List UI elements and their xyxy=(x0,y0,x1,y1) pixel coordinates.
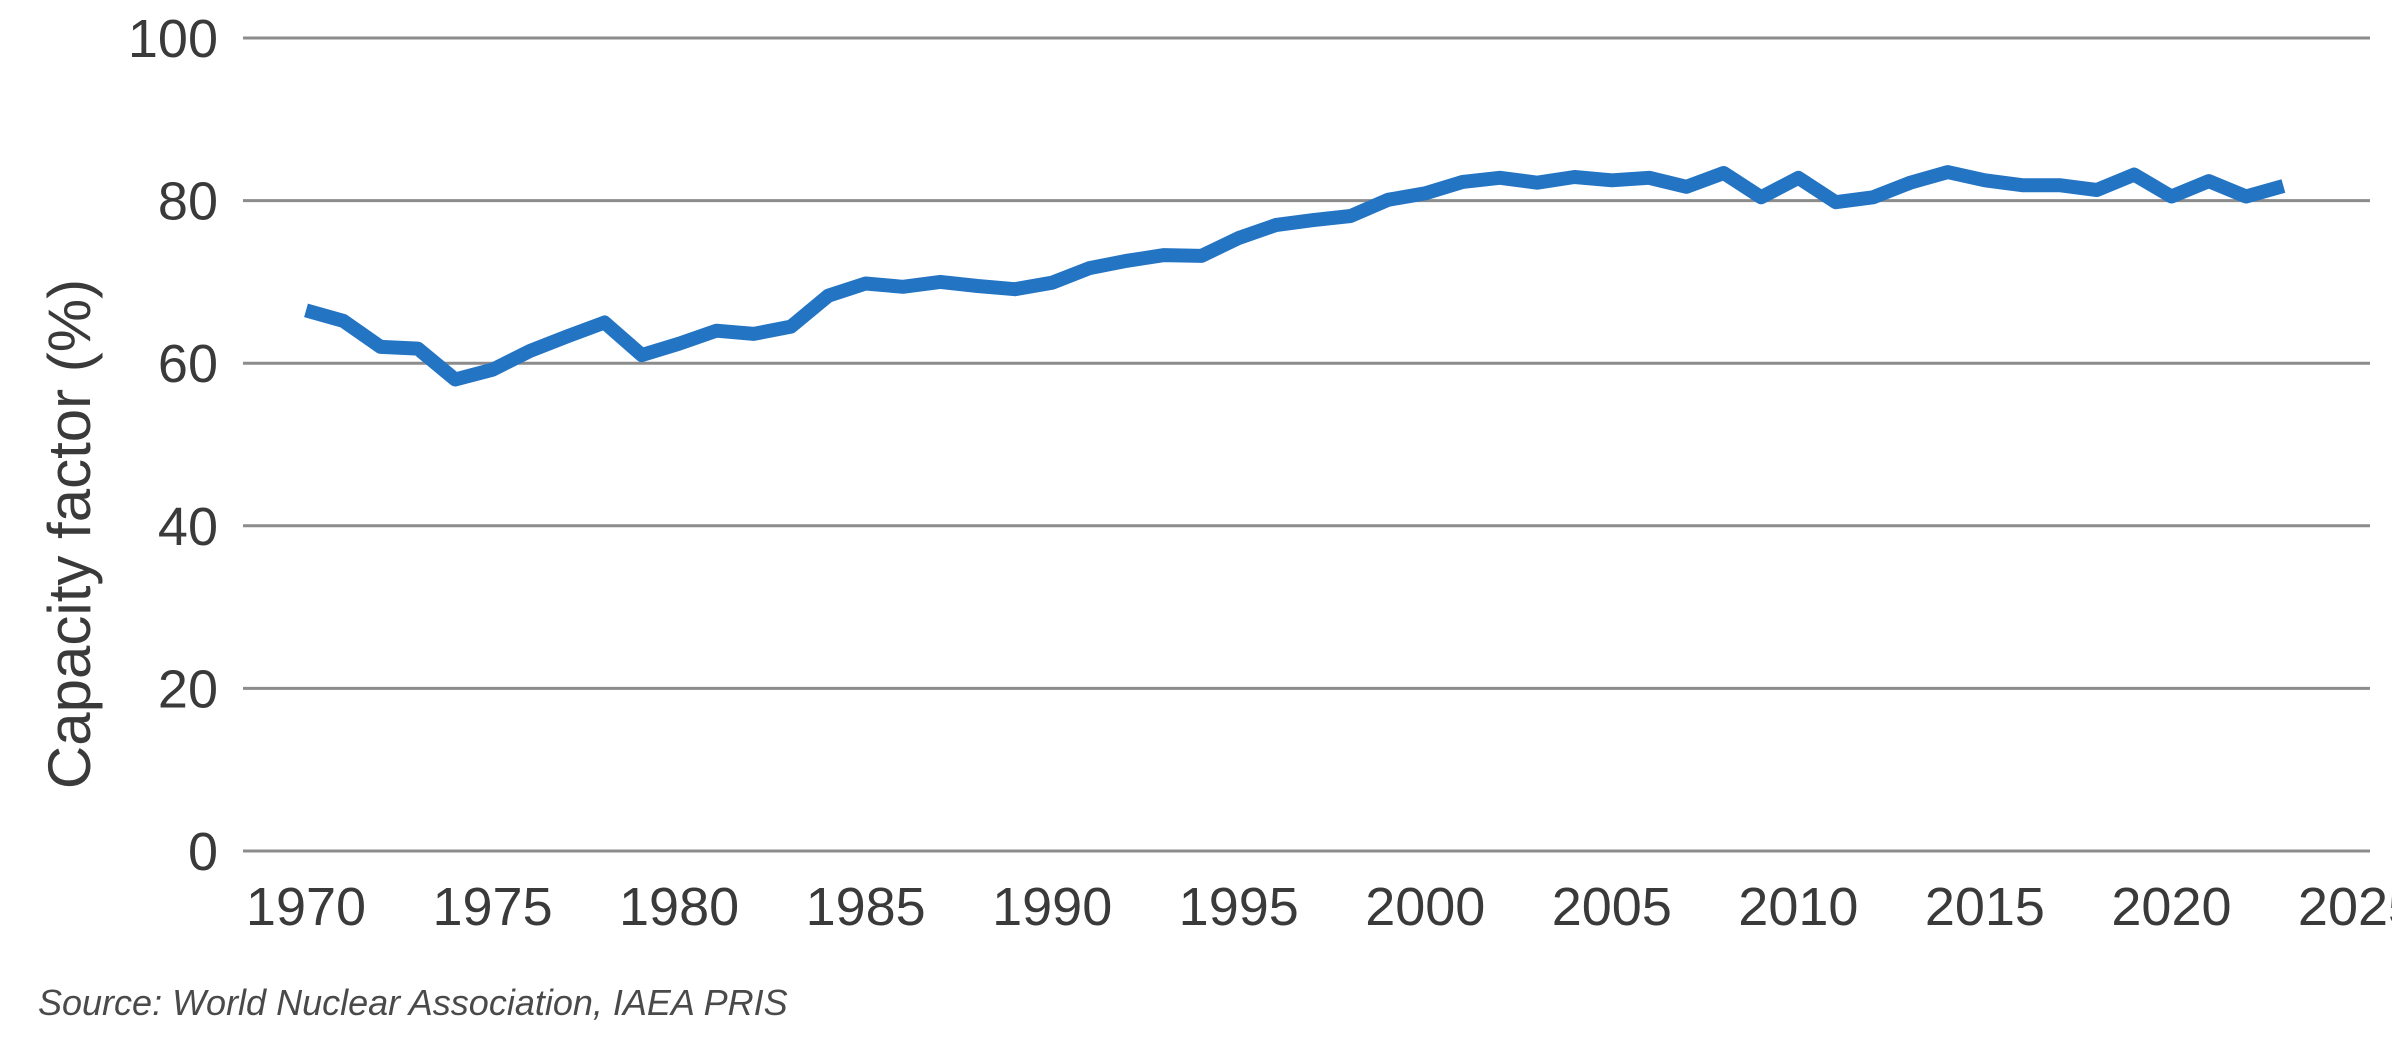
x-tick-label: 2000 xyxy=(1365,877,1485,937)
x-tick-label: 1970 xyxy=(246,877,366,937)
x-tick-label: 1990 xyxy=(992,877,1112,937)
x-tick-label: 2015 xyxy=(1925,877,2045,937)
y-tick-label: 60 xyxy=(158,334,218,394)
x-tick-label: 2020 xyxy=(2111,877,2231,937)
y-tick-label: 40 xyxy=(158,497,218,557)
x-tick-label: 1985 xyxy=(806,877,926,937)
x-tick-label: 2010 xyxy=(1738,877,1858,937)
y-tick-label: 0 xyxy=(188,822,218,882)
x-tick-label: 1980 xyxy=(619,877,739,937)
y-tick-label: 20 xyxy=(158,659,218,719)
y-axis-title: Capacity factor (%) xyxy=(36,279,103,789)
x-tick-label: 2005 xyxy=(1552,877,1672,937)
y-axis-ticks: 0 20 40 60 80 100 xyxy=(128,9,218,882)
x-tick-label: 2025 xyxy=(2298,877,2392,937)
x-tick-label: 1975 xyxy=(432,877,552,937)
y-tick-label: 100 xyxy=(128,9,218,69)
series-line xyxy=(304,165,2286,387)
series-layer xyxy=(304,165,2286,387)
source-note: Source: World Nuclear Association, IAEA … xyxy=(38,982,788,1023)
x-axis-ticks: 1970 1975 1980 1985 1990 1995 2000 2005 2010 2015… xyxy=(246,877,2392,937)
y-tick-label: 80 xyxy=(158,172,218,232)
x-tick-label: 1995 xyxy=(1179,877,1299,937)
gridlines xyxy=(243,36,2370,853)
